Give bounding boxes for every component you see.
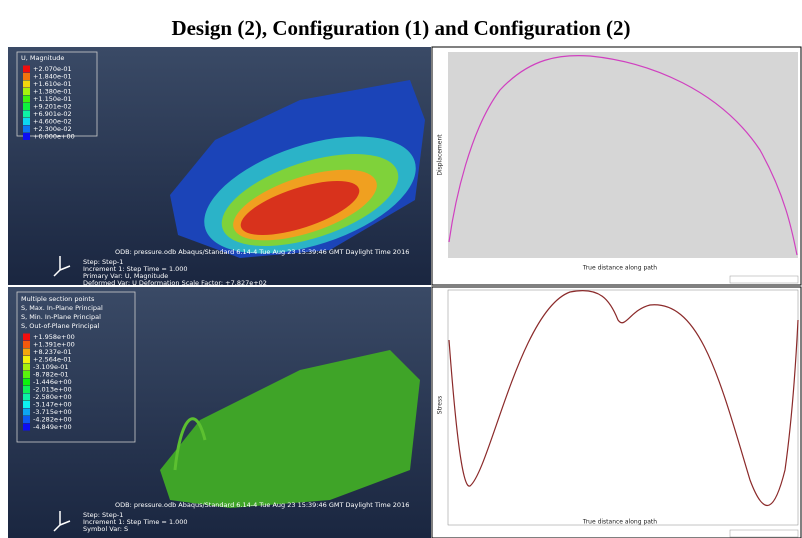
- legend-title: S, Min. In-Plane Principal: [21, 313, 101, 321]
- legend-swatch: [23, 73, 30, 80]
- y-axis-label: Displacement: [437, 134, 444, 176]
- legend-swatch: [23, 81, 30, 88]
- legend-swatch: [23, 126, 30, 133]
- legend-swatch: [23, 416, 30, 423]
- legend-box: [730, 530, 798, 537]
- legend-box: [730, 276, 798, 283]
- legend-value: +0.000e+00: [33, 133, 75, 141]
- legend-swatch: [23, 133, 30, 140]
- plot-area: [448, 52, 798, 258]
- stress-plot: True distance along path Stress: [432, 287, 801, 538]
- legend-title: U, Magnitude: [21, 54, 64, 62]
- legend-swatch: [23, 66, 30, 73]
- footer-text: ODB: pressure.odb Abaqus/Standard 6.14-4…: [115, 248, 409, 256]
- displacement-plot: True distance along path Displacement: [432, 47, 801, 285]
- figure-title: Design (2), Configuration (1) and Config…: [171, 16, 630, 40]
- x-axis-label: True distance along path: [582, 265, 657, 272]
- legend-swatch: [23, 111, 30, 118]
- legend-swatch: [23, 341, 30, 348]
- footer-text: Symbol Var: S: [83, 525, 128, 533]
- plot-area: [448, 290, 798, 525]
- legend-swatch: [23, 371, 30, 378]
- legend-swatch: [23, 401, 30, 408]
- footer-text: ODB: pressure.odb Abaqus/Standard 6.14-4…: [115, 501, 409, 509]
- legend-swatch: [23, 88, 30, 95]
- legend-swatch: [23, 424, 30, 431]
- legend-title: S, Out-of-Plane Principal: [21, 322, 100, 330]
- legend-title: S, Max. In-Plane Principal: [21, 304, 103, 312]
- y-axis-label: Stress: [437, 396, 444, 414]
- page: Design (2), Configuration (1) and Config…: [0, 0, 802, 538]
- legend-swatch: [23, 356, 30, 363]
- legend-swatch: [23, 103, 30, 110]
- legend-swatch: [23, 386, 30, 393]
- legend-swatch: [23, 96, 30, 103]
- legend-swatch: [23, 379, 30, 386]
- legend-swatch: [23, 349, 30, 356]
- legend-swatch: [23, 334, 30, 341]
- x-axis-label: True distance along path: [582, 519, 657, 526]
- legend-swatch: [23, 118, 30, 125]
- legend-value: -4.849e+00: [33, 423, 72, 431]
- legend-swatch: [23, 409, 30, 416]
- legend-title: Multiple section points: [21, 295, 95, 303]
- footer-text: Deformed Var: U Deformation Scale Factor…: [83, 279, 267, 287]
- legend-swatch: [23, 394, 30, 401]
- legend-swatch: [23, 364, 30, 371]
